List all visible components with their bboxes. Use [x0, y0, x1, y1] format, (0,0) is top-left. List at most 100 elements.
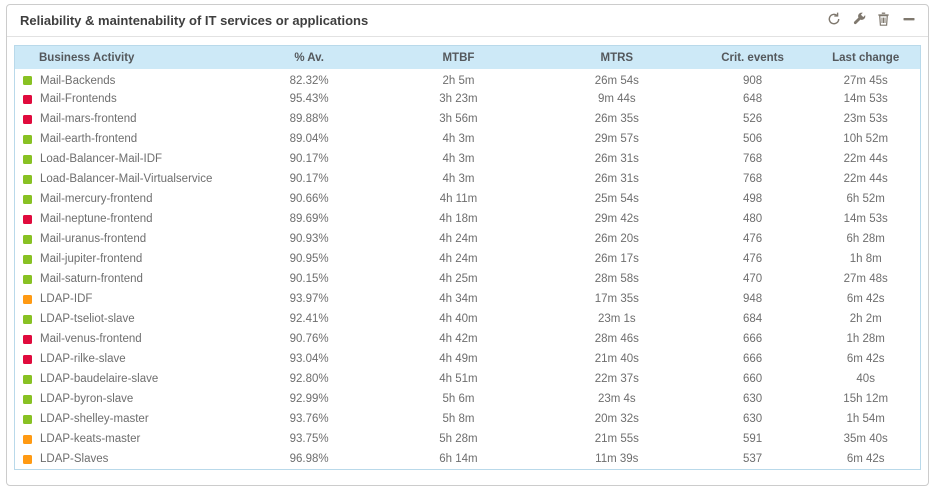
- status-icon: [23, 394, 32, 404]
- collapse-button[interactable]: [901, 13, 916, 28]
- mtrs-cell: 26m 17s: [594, 253, 639, 265]
- availability-cell: 92.80%: [289, 373, 329, 385]
- business-activity-label: Mail-Backends: [40, 74, 116, 87]
- status-icon: [23, 254, 32, 264]
- business-activity-label: LDAP-shelley-master: [40, 413, 149, 425]
- mtbf-cell: 4h 42m: [439, 333, 478, 345]
- last-change-cell: 14m 53s: [843, 213, 888, 225]
- availability-cell: 89.69%: [289, 213, 329, 225]
- availability-cell: 93.04%: [289, 353, 329, 365]
- business-activity-cell: LDAP-baudelaire-slave: [15, 369, 241, 389]
- status-icon: [23, 234, 32, 244]
- business-activity-cell: Mail-saturn-frontend: [15, 269, 241, 289]
- mtrs-cell: 29m 42s: [594, 213, 639, 225]
- crit-events-cell: 666: [742, 333, 763, 345]
- availability-cell: 90.17%: [289, 173, 329, 185]
- mtbf-cell: 4h 24m: [439, 233, 478, 245]
- crit-events-cell: 476: [742, 253, 763, 265]
- mtrs-cell: 28m 46s: [594, 333, 639, 345]
- crit-events-cell: 908: [742, 74, 763, 87]
- delete-button[interactable]: [876, 12, 891, 29]
- last-change-cell: 1h 28m: [846, 333, 885, 345]
- mtbf-cell: 4h 51m: [439, 373, 478, 385]
- mtbf-cell: 5h 8m: [442, 413, 475, 425]
- mtrs-cell: 26m 35s: [594, 113, 639, 125]
- table-row: LDAP-shelley-master 93.76% 5h 8m 20m 32s…: [15, 409, 920, 429]
- table-row: Mail-mars-frontend 89.88% 3h 56m 26m 35s…: [15, 109, 920, 129]
- mtrs-cell: 22m 37s: [594, 373, 639, 385]
- business-activity-cell: Mail-uranus-frontend: [15, 229, 241, 249]
- mtrs-cell: 23m 1s: [597, 313, 636, 325]
- business-activity-label: Load-Balancer-Mail-Virtualservice: [40, 173, 213, 185]
- crit-events-cell: 470: [742, 273, 763, 285]
- table-row: Mail-Frontends 95.43% 3h 23m 9m 44s 648 …: [15, 89, 920, 109]
- business-activity-cell: Mail-venus-frontend: [15, 329, 241, 349]
- mtrs-cell: 26m 31s: [594, 173, 639, 185]
- configure-button[interactable]: [851, 12, 866, 28]
- table-row: Load-Balancer-Mail-Virtualservice 90.17%…: [15, 169, 920, 189]
- last-change-cell: 15h 12m: [843, 393, 889, 405]
- mtbf-cell: 4h 34m: [439, 293, 478, 305]
- business-activity-label: Load-Balancer-Mail-IDF: [40, 153, 163, 165]
- business-activity-cell: LDAP-rilke-slave: [15, 349, 241, 369]
- table-row: LDAP-byron-slave 92.99% 5h 6m 23m 4s 630…: [15, 389, 920, 409]
- business-activity-label: LDAP-byron-slave: [40, 393, 134, 405]
- business-activity-label: Mail-uranus-frontend: [40, 233, 147, 245]
- business-activity-cell: Mail-jupiter-frontend: [15, 249, 241, 269]
- trash-icon: [877, 12, 890, 29]
- reliability-widget-panel: Reliability & maintenability of IT servi…: [6, 4, 929, 486]
- table-row: Mail-earth-frontend 89.04% 4h 3m 29m 57s…: [15, 129, 920, 149]
- business-activity-label: LDAP-IDF: [40, 293, 93, 305]
- mtrs-cell: 26m 20s: [594, 233, 639, 245]
- mtbf-cell: 5h 6m: [442, 393, 475, 405]
- header-row: Business Activity % Av. MTBF MTRS Crit. …: [15, 46, 920, 69]
- mtrs-cell: 28m 58s: [594, 273, 639, 285]
- col-availability: % Av.: [241, 46, 377, 69]
- crit-events-cell: 537: [742, 453, 763, 465]
- availability-cell: 92.99%: [289, 393, 329, 405]
- business-activity-label: Mail-jupiter-frontend: [40, 253, 143, 265]
- reliability-table: Business Activity % Av. MTBF MTRS Crit. …: [15, 46, 920, 469]
- last-change-cell: 6h 28m: [846, 233, 885, 245]
- availability-cell: 93.76%: [289, 413, 329, 425]
- status-icon: [23, 354, 32, 364]
- crit-events-cell: 768: [742, 173, 763, 185]
- mtbf-cell: 4h 24m: [439, 253, 478, 265]
- status-icon: [23, 76, 32, 85]
- last-change-cell: 6h 52m: [846, 193, 885, 205]
- mtrs-cell: 26m 31s: [594, 153, 639, 165]
- business-activity-cell: LDAP-Slaves: [15, 449, 241, 469]
- last-change-cell: 10h 52m: [843, 133, 889, 145]
- table-row: Mail-jupiter-frontend 90.95% 4h 24m 26m …: [15, 249, 920, 269]
- last-change-cell: 40s: [856, 373, 875, 385]
- status-icon: [23, 334, 32, 344]
- status-icon: [23, 274, 32, 284]
- availability-cell: 95.43%: [289, 93, 329, 105]
- availability-cell: 93.75%: [289, 433, 329, 445]
- crit-events-cell: 498: [742, 193, 763, 205]
- business-activity-cell: Mail-earth-frontend: [15, 129, 241, 149]
- crit-events-cell: 630: [742, 393, 763, 405]
- availability-cell: 90.95%: [289, 253, 329, 265]
- mtbf-cell: 4h 40m: [439, 313, 478, 325]
- business-activity-label: Mail-earth-frontend: [40, 133, 138, 145]
- last-change-cell: 2h 2m: [849, 313, 882, 325]
- status-icon: [23, 434, 32, 444]
- mtbf-cell: 4h 49m: [439, 353, 478, 365]
- mtbf-cell: 6h 14m: [439, 453, 478, 465]
- status-icon: [23, 174, 32, 184]
- mtbf-cell: 3h 23m: [439, 93, 478, 105]
- mtbf-cell: 4h 25m: [439, 273, 478, 285]
- last-change-cell: 22m 44s: [843, 173, 888, 185]
- mtbf-cell: 4h 3m: [442, 153, 475, 165]
- business-activity-label: LDAP-tseliot-slave: [40, 313, 135, 325]
- status-icon: [23, 154, 32, 164]
- crit-events-cell: 768: [742, 153, 763, 165]
- availability-cell: 82.32%: [289, 74, 329, 87]
- last-change-cell: 27m 48s: [843, 273, 888, 285]
- table-header: Business Activity % Av. MTBF MTRS Crit. …: [15, 46, 920, 69]
- business-activity-label: Mail-saturn-frontend: [40, 273, 143, 285]
- crit-events-cell: 480: [742, 213, 763, 225]
- refresh-button[interactable]: [826, 12, 841, 28]
- table-row: Mail-venus-frontend 90.76% 4h 42m 28m 46…: [15, 329, 920, 349]
